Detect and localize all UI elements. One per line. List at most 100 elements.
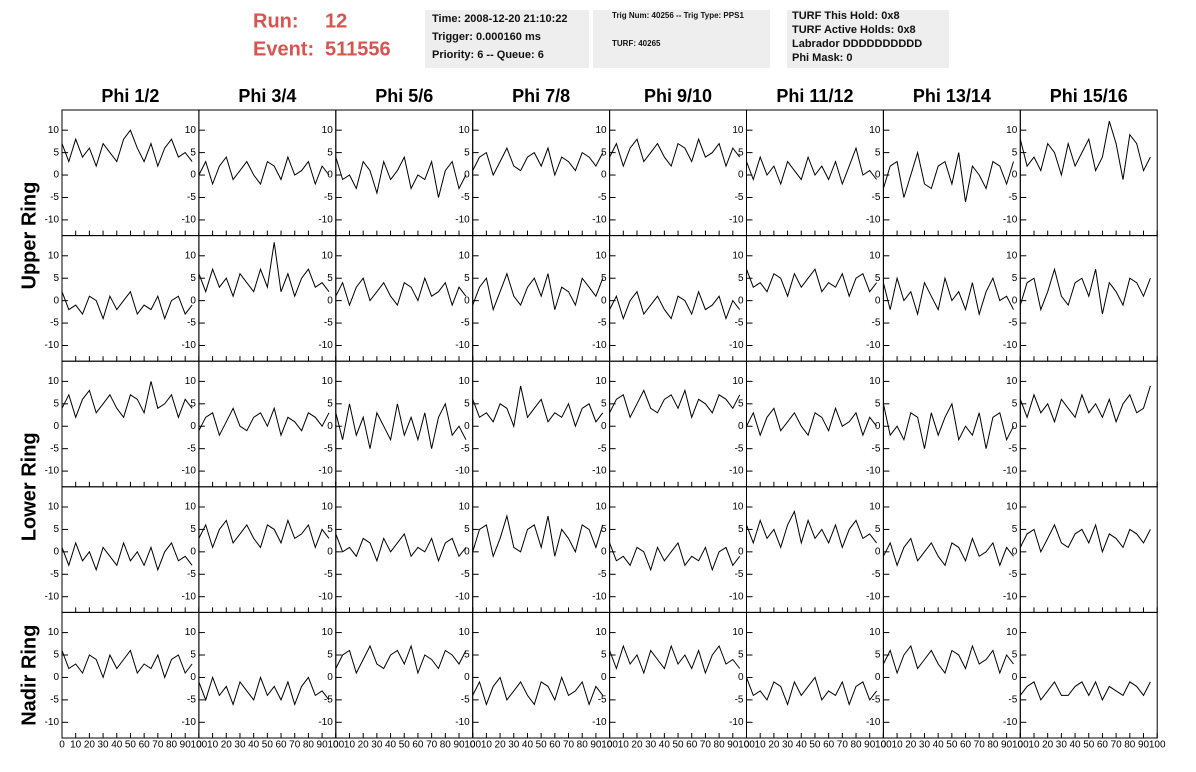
x-tick-label: 100 [601,740,618,751]
y-tick-label: 0 [601,421,607,432]
x-tick-label: 20 [1042,740,1054,751]
x-tick-label: 100 [191,740,208,751]
panel-frame [1019,235,1158,362]
panel-frame [609,109,747,237]
y-tick-label: 0 [53,421,59,432]
y-tick-label: 10 [185,502,197,513]
y-tick-label: 10 [595,250,607,261]
y-tick-label: 0 [601,672,607,683]
panel-frame [61,360,200,488]
x-tick-label: 90 [453,740,465,751]
y-tick-label: -10 [455,591,470,602]
x-tick-label: 80 [166,740,178,751]
y-tick-label: -5 [871,695,880,706]
y-tick-label: -5 [871,443,880,454]
waveform [746,510,877,549]
x-tick-label: 60 [823,740,835,751]
y-tick-label: 0 [875,295,881,306]
x-tick-label: 20 [905,740,917,751]
time-box [425,10,589,68]
y-tick-label: -10 [455,466,470,477]
event-label: Event: [253,38,314,60]
y-tick-label: 10 [459,125,471,136]
x-tick-label: 10 [481,740,493,751]
waveform [472,385,604,429]
y-tick-label: 5 [601,524,607,535]
y-tick-label: 5 [738,524,744,535]
x-tick-label: 70 [1111,740,1123,751]
y-tick-label: 5 [53,398,59,409]
x-tick-label: 20 [84,740,96,751]
panel-frame [472,486,611,613]
panel-frame [746,109,884,237]
column-title: Phi 7/8 [512,86,570,106]
y-tick-label: 5 [1012,524,1018,535]
y-tick-label: -10 [866,215,881,226]
x-tick-label: 10 [1028,740,1040,751]
panel-frame [198,360,337,488]
waveform [198,675,330,706]
waveform [1019,680,1151,702]
y-tick-label: -10 [866,466,881,477]
y-tick-label: 0 [464,421,470,432]
row-title: Lower Ring [18,432,40,541]
y-tick-label: 10 [48,502,60,513]
y-tick-label: -10 [866,717,881,728]
x-tick-label: 30 [782,740,794,751]
waveform [882,150,1014,203]
x-tick-label: 80 [440,740,452,751]
y-tick-label: 10 [1006,627,1018,638]
y-tick-label: 5 [738,147,744,158]
x-tick-label: 0 [881,740,887,751]
x-tick-label: 30 [371,740,383,751]
y-tick-label: -10 [1003,215,1018,226]
y-tick-label: 5 [464,273,470,284]
waveform [472,146,604,177]
info-line: Phi Mask: 0 [792,52,853,64]
y-tick-label: -10 [45,717,60,728]
y-tick-label: -10 [592,717,607,728]
x-tick-label: 0 [470,740,476,751]
panel-frame [472,360,611,488]
y-tick-label: 10 [869,502,881,513]
column-title: Phi 15/16 [1050,86,1128,106]
x-tick-label: 30 [645,740,657,751]
y-tick-label: 0 [738,672,744,683]
waveform [61,649,193,679]
y-tick-label: 10 [48,125,60,136]
panel-frame [882,611,1021,739]
y-tick-label: 10 [322,125,334,136]
waveform [61,541,193,572]
y-tick-label: -10 [455,717,470,728]
y-tick-label: 0 [738,170,744,181]
y-tick-label: 10 [732,627,744,638]
y-tick-label: 10 [595,627,607,638]
x-tick-label: 30 [1056,740,1068,751]
x-tick-label: 100 [464,740,481,751]
y-tick-label: -10 [318,215,333,226]
info-line: Trigger: 0.000160 ms [432,31,541,43]
y-tick-label: 0 [190,546,196,557]
y-tick-label: 5 [464,650,470,661]
y-tick-label: 5 [1012,147,1018,158]
x-tick-label: 40 [385,740,397,751]
x-tick-label: 60 [139,740,151,751]
x-tick-label: 10 [70,740,82,751]
y-tick-label: 0 [327,295,333,306]
waveform [61,290,193,321]
waveform [198,406,330,437]
y-tick-label: 0 [875,672,881,683]
column-title: Phi 3/4 [238,86,296,106]
y-tick-label: 10 [185,250,197,261]
y-tick-label: -10 [318,466,333,477]
y-tick-label: -10 [729,466,744,477]
panel-frame [335,360,474,488]
panel-frame [1019,360,1158,488]
panel-frame [882,360,1021,488]
x-tick-label: 30 [919,740,931,751]
y-tick-label: -5 [735,695,744,706]
y-tick-label: -5 [871,318,880,329]
y-tick-label: 10 [185,627,197,638]
y-tick-label: 10 [459,502,471,513]
y-tick-label: 10 [595,502,607,513]
